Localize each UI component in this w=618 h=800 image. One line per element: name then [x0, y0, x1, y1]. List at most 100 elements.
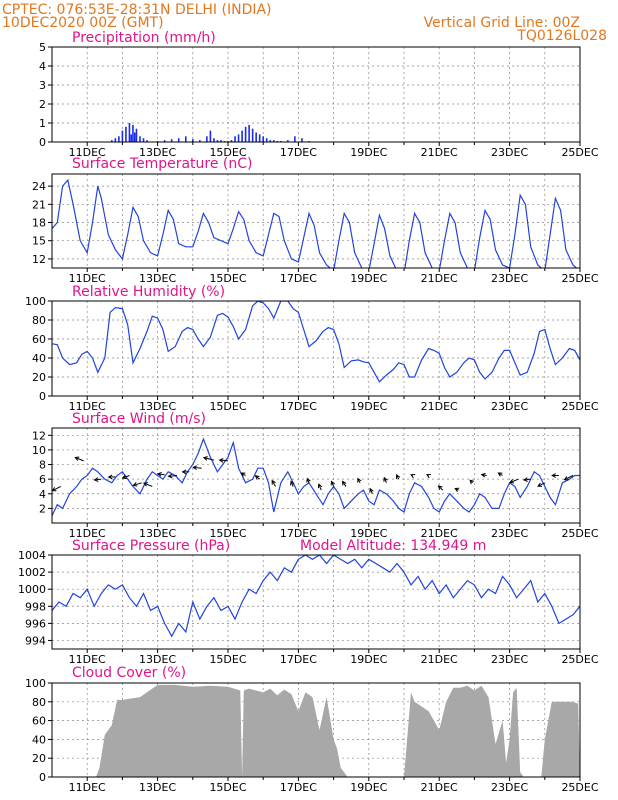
- y-tick-label: 24: [32, 180, 46, 193]
- precip-bar: [213, 138, 215, 142]
- x-tick-label: 19DEC: [350, 272, 387, 285]
- y-tick-label: 994: [25, 634, 46, 647]
- precip-bar: [121, 130, 124, 142]
- precip-bar: [118, 136, 120, 142]
- x-tick-label: 19DEC: [350, 527, 387, 540]
- x-tick-label: 13DEC: [139, 272, 176, 285]
- precip-bar: [262, 136, 264, 142]
- wind-arrow: [122, 475, 130, 479]
- x-tick-label: 21DEC: [421, 146, 458, 159]
- x-tick-label: 25DEC: [561, 146, 598, 159]
- y-tick-label: 5: [39, 41, 46, 54]
- x-tick-label: 17DEC: [280, 400, 317, 413]
- y-tick-label: 12: [32, 429, 46, 442]
- wind-arrow-head: [341, 480, 347, 486]
- precipitation-title: Precipitation (mm/h): [72, 30, 216, 46]
- wind-arrow-head: [93, 477, 99, 482]
- y-tick-label: 80: [32, 696, 46, 709]
- y-tick-label: 8: [39, 459, 46, 472]
- y-tick-label: 0: [39, 136, 46, 149]
- precip-bar: [241, 130, 243, 142]
- precip-bar: [206, 136, 208, 142]
- pressure-series-line: [52, 555, 580, 638]
- precip-bar: [272, 140, 275, 142]
- x-tick-label: 23DEC: [491, 527, 528, 540]
- y-tick-label: 6: [39, 473, 46, 486]
- wind-arrow-head: [142, 482, 148, 487]
- humidity-series-line: [52, 301, 580, 383]
- model-id: TQ0126L028: [516, 28, 607, 44]
- x-tick-label: 19DEC: [350, 653, 387, 666]
- x-tick-label: 11DEC: [69, 400, 106, 413]
- precip-bar: [234, 136, 236, 142]
- x-tick-label: 25DEC: [561, 653, 598, 666]
- x-tick-label: 15DEC: [209, 272, 246, 285]
- precip-bar: [177, 138, 180, 142]
- location-header: CPTEC: 076:53E-28:31N DELHI (INDIA): [2, 2, 272, 18]
- wind-title: Surface Wind (m/s): [72, 411, 206, 427]
- wind-arrow: [52, 486, 62, 492]
- precip-bar: [294, 136, 296, 142]
- precip-bar: [244, 126, 247, 142]
- wind-arrow: [75, 457, 84, 462]
- precip-bar: [258, 134, 261, 142]
- x-tick-label: 13DEC: [139, 400, 176, 413]
- precip-bar: [130, 134, 132, 142]
- x-tick-label: 13DEC: [139, 781, 176, 794]
- wind-arrow-head: [132, 482, 138, 487]
- x-tick-label: 17DEC: [280, 781, 317, 794]
- y-tick-label: 10: [32, 444, 46, 457]
- wind-arrow: [523, 478, 531, 481]
- x-tick-label: 15DEC: [209, 781, 246, 794]
- wind-arrow: [219, 459, 229, 462]
- temperature-frame: [51, 173, 581, 269]
- wind-arrow: [271, 480, 276, 487]
- temperature-plot-area: [52, 178, 578, 268]
- y-tick-label: 20: [32, 752, 46, 765]
- wind-arrow: [193, 466, 202, 469]
- y-tick-label: 80: [32, 314, 46, 327]
- x-tick-label: 11DEC: [69, 653, 106, 666]
- x-tick-label: 13DEC: [139, 653, 176, 666]
- cloud-cover-title: Cloud Cover (%): [72, 665, 186, 681]
- x-tick-label: 17DEC: [280, 272, 317, 285]
- wind-panel: 24 68 10 12 11DEC 13DEC 15DEC 17DEC 19DEC 21DEC 23…: [32, 411, 599, 540]
- precipitation-plot-area: [111, 123, 310, 142]
- precip-bar: [163, 140, 166, 142]
- x-tick-label: 25DEC: [561, 272, 598, 285]
- y-tick-label: 998: [25, 600, 46, 613]
- precip-bar: [248, 124, 250, 142]
- precipitation-frame: [51, 46, 581, 143]
- precip-bar: [111, 140, 113, 142]
- y-tick-label: 100: [25, 295, 46, 308]
- y-tick-label: 1000: [18, 583, 46, 596]
- vertical-grid-line-note: Vertical Grid Line: 00Z: [424, 15, 580, 31]
- y-tick-label: 12: [32, 253, 46, 266]
- wind-arrow-head: [271, 479, 276, 485]
- x-tick-label: 19DEC: [350, 781, 387, 794]
- x-tick-label: 13DEC: [139, 146, 176, 159]
- y-tick-label: 40: [32, 352, 46, 365]
- y-tick-label: 40: [32, 733, 46, 746]
- y-tick-label: 60: [32, 333, 46, 346]
- wind-arrow-head: [167, 473, 173, 479]
- wind-arrow-head: [454, 487, 460, 493]
- precip-bar: [146, 140, 148, 142]
- wind-arrow-head: [537, 482, 543, 487]
- wind-arrow: [168, 475, 178, 477]
- x-tick-label: 15DEC: [209, 146, 246, 159]
- x-tick-label: 21DEC: [421, 400, 458, 413]
- y-tick-label: 996: [25, 617, 46, 630]
- y-tick-label: 2: [39, 502, 46, 515]
- precip-bar: [114, 138, 117, 142]
- precip-bar: [251, 128, 254, 142]
- date-header: 10DEC2020 00Z (GMT): [2, 15, 164, 31]
- cloud-cover-panel: 0 20 40 60 80 100 11DEC 13DEC 15DEC 17DEC 19DEC 21D…: [25, 665, 599, 794]
- wind-arrow-head: [74, 456, 80, 461]
- wind-arrow: [143, 482, 153, 487]
- precip-bar: [184, 136, 187, 142]
- y-tick-label: 3: [39, 79, 46, 92]
- x-tick-label: 25DEC: [561, 781, 598, 794]
- precip-bar: [230, 140, 233, 142]
- precip-bar: [199, 140, 201, 142]
